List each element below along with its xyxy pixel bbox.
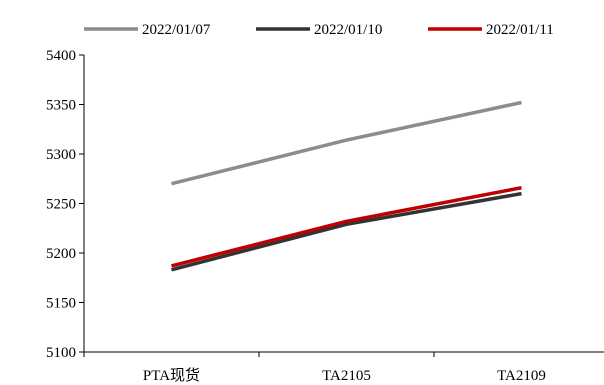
legend-label: 2022/01/10: [314, 22, 382, 38]
x-axis: PTA现货 TA2105 TA2109: [83, 351, 604, 384]
series-line: [171, 185, 522, 268]
y-tick-label: 5200: [46, 246, 76, 262]
y-tick-label: 5300: [46, 147, 76, 163]
legend-label: 2022/01/11: [486, 22, 554, 38]
legend: 2022/01/07 2022/01/10 2022/01/11: [84, 22, 554, 38]
plot-area: [171, 100, 522, 272]
y-tick-label: 5400: [46, 48, 76, 64]
y-tick-label: 5350: [46, 98, 76, 114]
series-line: [171, 191, 522, 272]
x-tick-label: TA2109: [497, 368, 546, 384]
y-tick-label: 5100: [46, 345, 76, 361]
legend-label: 2022/01/07: [142, 22, 211, 38]
legend-item: 2022/01/11: [428, 22, 554, 38]
series-line: [171, 100, 522, 186]
y-tick-label: 5150: [46, 296, 76, 312]
x-tick-label: PTA现货: [143, 367, 200, 384]
y-tick-label: 5250: [46, 197, 76, 213]
y-axis: 5100 5150 5200 5250 5300 5350 5400: [46, 48, 85, 361]
legend-item: 2022/01/10: [256, 22, 382, 38]
x-tick-label: TA2105: [322, 368, 371, 384]
legend-item: 2022/01/07: [84, 22, 211, 38]
